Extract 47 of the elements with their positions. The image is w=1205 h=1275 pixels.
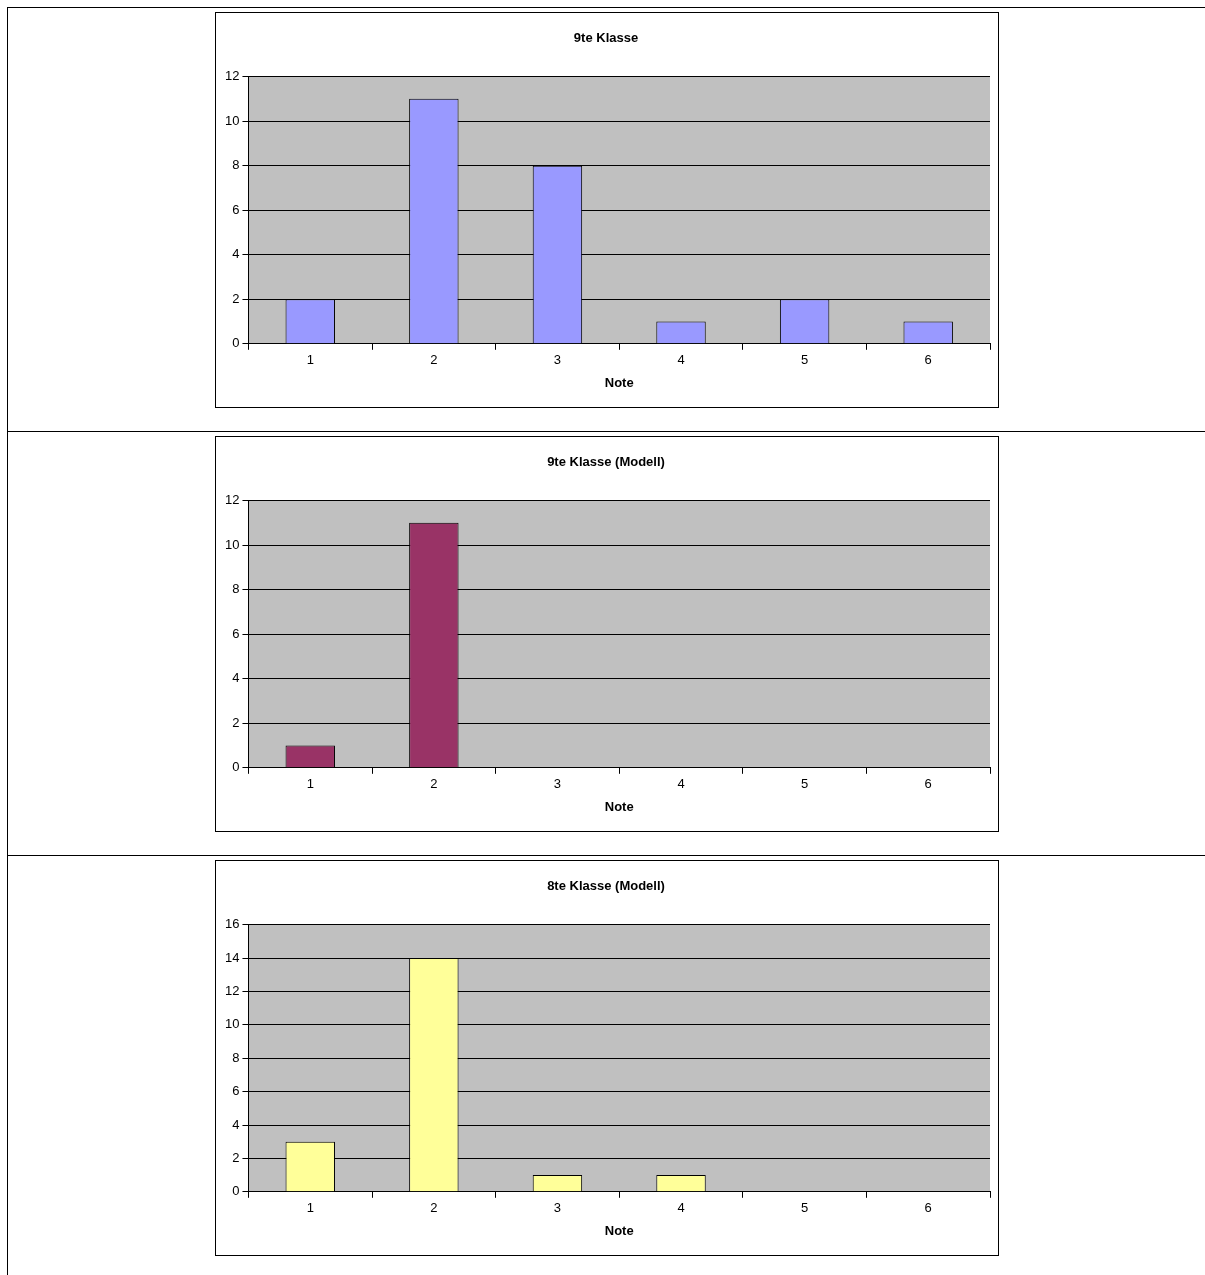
x-tick-label: 3: [553, 352, 562, 368]
chart-title: 8te Klasse (Modell): [547, 878, 665, 894]
x-tick-label: 4: [677, 1200, 685, 1216]
x-tick-label: 3: [553, 1200, 562, 1216]
y-tick-label: 2: [232, 1149, 240, 1165]
x-tick-label: 3: [553, 776, 562, 792]
x-axis-title: Note: [604, 798, 634, 814]
y-tick-label: 0: [232, 759, 240, 775]
y-tick-label: 12: [224, 68, 240, 84]
x-tick-label: 5: [801, 776, 809, 792]
y-tick-label: 4: [232, 246, 240, 262]
y-tick-label: 8: [232, 157, 240, 173]
y-tick-label: 0: [232, 335, 240, 351]
y-tick-label: 2: [232, 714, 240, 730]
y-tick-label: 4: [232, 670, 240, 686]
chart-title: 9te Klasse (Modell): [547, 454, 665, 470]
x-tick-label: 1: [306, 1200, 314, 1216]
x-tick-label: 4: [677, 776, 685, 792]
x-tick-label: 5: [801, 1200, 809, 1216]
x-tick-label: 2: [430, 776, 438, 792]
x-tick-label: 1: [306, 776, 314, 792]
x-axis-title: Note: [604, 1222, 634, 1238]
x-tick-label: 2: [430, 1200, 438, 1216]
y-tick-label: 2: [232, 290, 240, 306]
y-tick-label: 4: [232, 1116, 240, 1132]
y-tick-label: 6: [232, 201, 240, 217]
x-tick-label: 6: [924, 776, 932, 792]
y-tick-label: 10: [224, 1016, 240, 1032]
x-tick-label: 2: [430, 352, 438, 368]
x-tick-label: 1: [306, 352, 314, 368]
y-tick-label: 8: [232, 581, 240, 597]
x-tick-label: 5: [801, 352, 809, 368]
x-tick-label: 6: [924, 352, 932, 368]
x-axis-title: Note: [604, 374, 634, 390]
chart-title: 9te Klasse: [573, 30, 639, 46]
y-tick-label: 10: [224, 112, 240, 128]
y-tick-label: 6: [232, 625, 240, 641]
x-tick-label: 6: [924, 1200, 932, 1216]
y-tick-label: 8: [232, 1049, 240, 1065]
y-tick-label: 0: [232, 1183, 240, 1199]
y-tick-label: 14: [224, 949, 240, 965]
y-tick-label: 6: [232, 1083, 240, 1099]
y-tick-label: 12: [224, 982, 240, 998]
y-tick-label: 16: [224, 916, 240, 932]
x-tick-label: 4: [677, 352, 685, 368]
y-tick-label: 10: [224, 536, 240, 552]
y-tick-label: 12: [224, 492, 240, 508]
